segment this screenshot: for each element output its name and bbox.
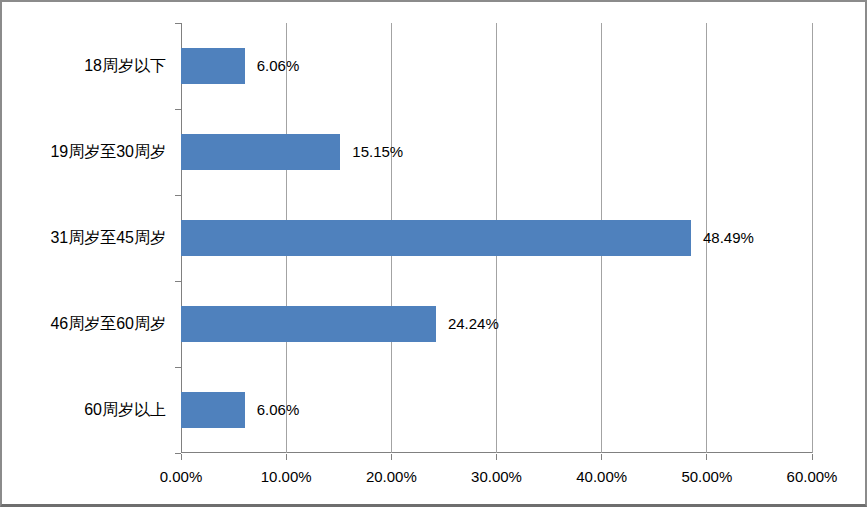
- x-axis-tick-label: 40.00%: [560, 468, 644, 486]
- data-label: 6.06%: [257, 56, 300, 76]
- y-axis-tick-mark: [175, 281, 181, 282]
- y-axis-tick-mark: [175, 367, 181, 368]
- x-axis-tick-mark: [706, 454, 707, 460]
- bar-chart-frame: 18周岁以下19周岁至30周岁31周岁至45周岁46周岁至60周岁60周岁以上 …: [0, 0, 867, 507]
- x-axis-tick-label: 20.00%: [349, 468, 433, 486]
- x-axis-tick-label: 50.00%: [665, 468, 749, 486]
- data-label: 6.06%: [257, 400, 300, 420]
- bar: [181, 392, 245, 428]
- data-label: 15.15%: [352, 142, 403, 162]
- x-axis-tick-mark: [496, 454, 497, 460]
- x-axis-tick-mark: [391, 454, 392, 460]
- x-axis-tick-mark: [812, 454, 813, 460]
- x-axis-tick-label: 10.00%: [244, 468, 328, 486]
- data-label: 48.49%: [703, 228, 754, 248]
- bar: [181, 220, 691, 256]
- x-axis-tick-mark: [181, 454, 182, 460]
- category-label: 31周岁至45周岁: [2, 227, 166, 249]
- category-label: 46周岁至60周岁: [2, 313, 166, 335]
- x-axis-tick-label: 30.00%: [455, 468, 539, 486]
- y-axis-tick-mark: [175, 195, 181, 196]
- x-axis-tick-mark: [601, 454, 602, 460]
- data-label: 24.24%: [448, 314, 499, 334]
- category-label: 18周岁以下: [2, 55, 166, 77]
- y-axis-tick-mark: [175, 23, 181, 24]
- category-label: 60周岁以上: [2, 399, 166, 421]
- x-axis-tick-label: 60.00%: [770, 468, 854, 486]
- x-axis-tick-mark: [286, 454, 287, 460]
- x-axis-tick-label: 0.00%: [139, 468, 223, 486]
- gridline: [812, 23, 813, 453]
- bar: [181, 134, 340, 170]
- bar: [181, 306, 436, 342]
- category-label: 19周岁至30周岁: [2, 141, 166, 163]
- y-axis-tick-mark: [175, 453, 181, 454]
- bar: [181, 48, 245, 84]
- y-axis-tick-mark: [175, 109, 181, 110]
